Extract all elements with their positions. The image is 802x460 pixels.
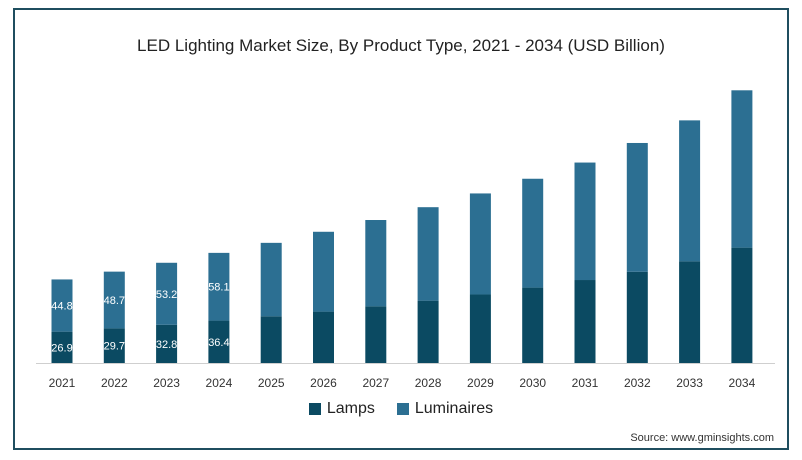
chart-frame <box>13 8 789 450</box>
legend: Lamps Luminaires <box>0 400 802 418</box>
data-label-luminaires-2021: 44.8 <box>51 301 72 313</box>
bar-luminaires-2031 <box>574 162 596 281</box>
bar-lamps-2028 <box>417 300 439 363</box>
x-tick-label-2031: 2031 <box>572 376 599 390</box>
x-tick-label-2034: 2034 <box>729 376 756 390</box>
bar-lamps-2026 <box>313 311 334 363</box>
x-tick-label-2025: 2025 <box>258 376 285 390</box>
x-tick-label-2029: 2029 <box>467 376 494 390</box>
x-tick-label-2026: 2026 <box>310 376 337 390</box>
bar-luminaires-2033 <box>679 120 701 262</box>
source-note: Source: www.gminsights.com <box>630 432 774 444</box>
x-tick-label-2032: 2032 <box>624 376 651 390</box>
bar-luminaires-2028 <box>417 207 439 301</box>
x-tick-label-2021: 2021 <box>49 376 76 390</box>
bar-lamps-2033 <box>679 261 701 363</box>
chart-title: LED Lighting Market Size, By Product Typ… <box>137 36 665 55</box>
bar-lamps-2023 <box>156 324 178 363</box>
bar-lamps-2025 <box>260 316 282 363</box>
bar-luminaires-2027 <box>365 220 387 307</box>
data-label-luminaires-2022: 48.7 <box>104 295 125 307</box>
bar-lamps-2030 <box>522 287 544 363</box>
x-tick-label-2023: 2023 <box>153 376 180 390</box>
bar-luminaires-2022 <box>103 271 125 329</box>
bar-lamps-2024 <box>208 320 230 363</box>
legend-swatch-luminaires <box>396 403 409 415</box>
bar-lamps-2027 <box>365 306 387 363</box>
x-tick-label-2028: 2028 <box>415 376 442 390</box>
legend-swatch-lamps <box>308 403 321 415</box>
bar-luminaires-2032 <box>626 142 648 272</box>
data-label-lamps-2021: 26.9 <box>51 342 72 354</box>
x-tick-label-2030: 2030 <box>519 376 546 390</box>
bar-lamps-2029 <box>469 294 491 363</box>
data-label-lamps-2024: 36.4 <box>208 337 229 349</box>
bar-luminaires-2030 <box>522 178 544 288</box>
bar-luminaires-2025 <box>260 242 282 317</box>
bar-luminaires-2029 <box>469 193 491 295</box>
bar-luminaires-2023 <box>156 262 178 325</box>
data-label-lamps-2022: 29.7 <box>104 341 125 353</box>
bar-luminaires-2026 <box>313 231 334 312</box>
data-label-luminaires-2023: 53.2 <box>156 289 177 301</box>
data-label-luminaires-2024: 58.1 <box>208 282 229 294</box>
data-label-lamps-2023: 32.8 <box>156 339 177 351</box>
x-tick-label-2033: 2033 <box>676 376 703 390</box>
bar-lamps-2021 <box>51 331 73 363</box>
legend-item-lamps: Lamps <box>308 400 375 418</box>
bar-luminaires-2021 <box>51 279 73 332</box>
legend-item-luminaires: Luminaires <box>396 400 494 418</box>
bar-lamps-2034 <box>731 247 753 363</box>
bar-luminaires-2034 <box>731 90 753 248</box>
legend-label-luminaires: Luminaires <box>414 400 494 417</box>
bar-lamps-2022 <box>103 328 125 363</box>
bar-lamps-2032 <box>626 271 648 363</box>
bar-lamps-2031 <box>574 280 596 363</box>
bar-luminaires-2024 <box>208 252 230 321</box>
x-tick-label-2027: 2027 <box>362 376 389 390</box>
x-tick-label-2024: 2024 <box>206 376 233 390</box>
x-tick-label-2022: 2022 <box>101 376 128 390</box>
legend-label-lamps: Lamps <box>326 400 375 417</box>
